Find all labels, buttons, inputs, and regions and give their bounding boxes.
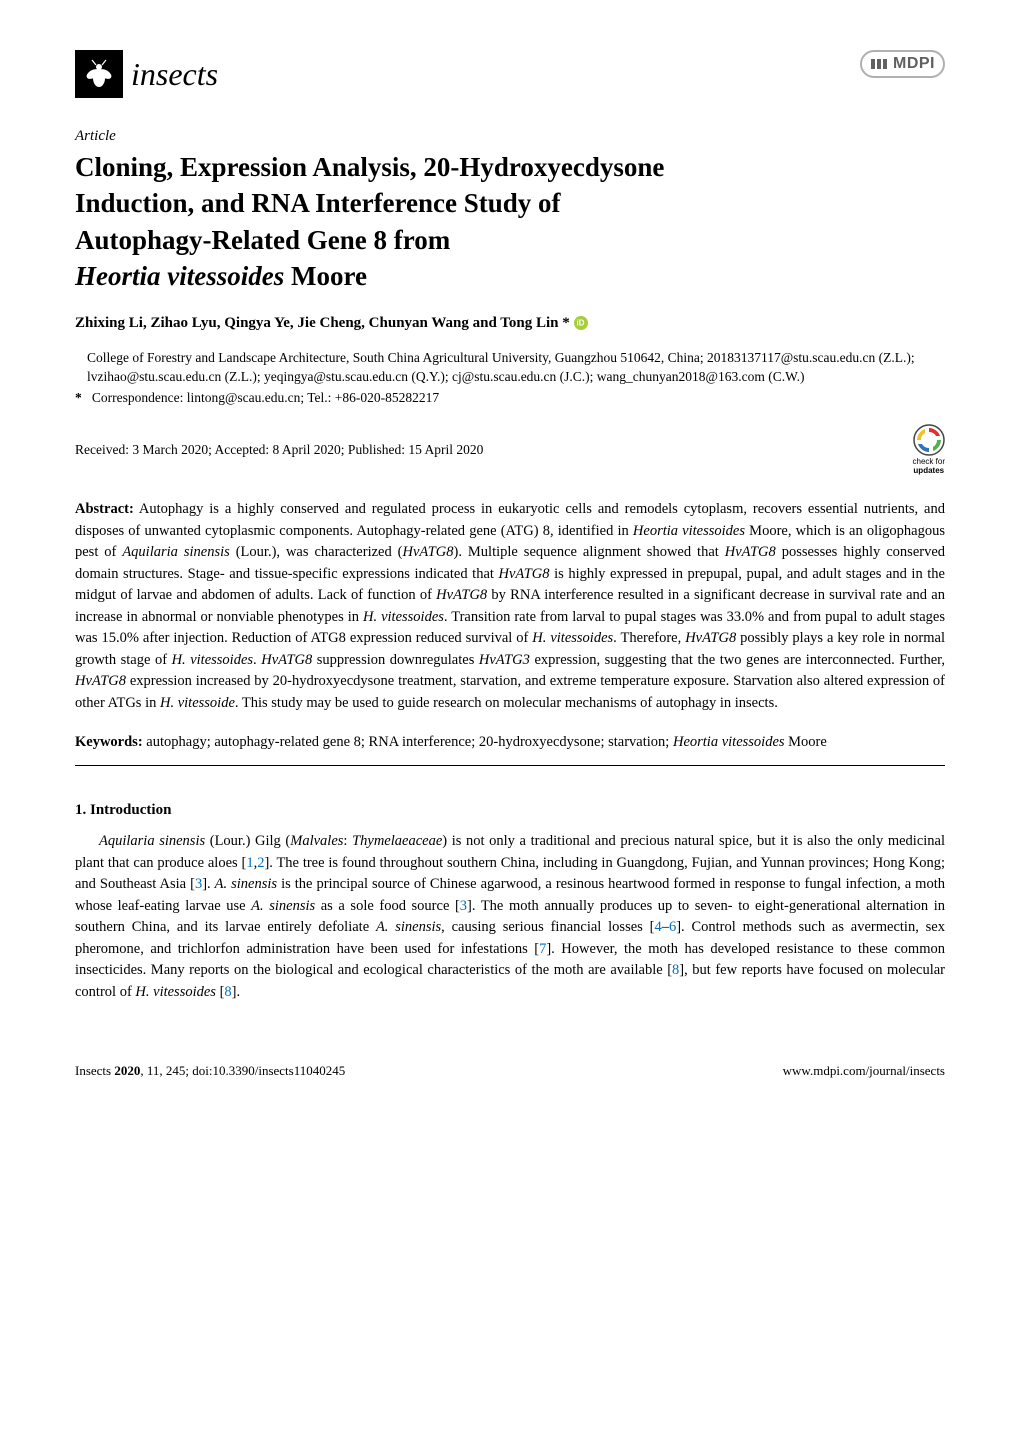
title-line-4-rest: Moore [284, 261, 367, 291]
header-row: insects MDPI [75, 50, 945, 98]
journal-name: insects [131, 56, 218, 93]
article-title: Cloning, Expression Analysis, 20-Hydroxy… [75, 149, 945, 295]
keywords-block: Keywords: autophagy; autophagy-related g… [75, 732, 945, 753]
keywords-body: autophagy; autophagy-related gene 8; RNA… [146, 734, 827, 750]
journal-logo: insects [75, 50, 218, 98]
correspondence-star: * [75, 390, 82, 405]
footer-right: www.mdpi.com/journal/insects [783, 1063, 945, 1079]
insect-icon [75, 50, 123, 98]
correspondence-line: * Correspondence: lintong@scau.edu.cn; T… [75, 390, 945, 406]
mdpi-logo: MDPI [860, 50, 945, 78]
updates-badge[interactable]: check for updates [913, 424, 945, 476]
section-divider [75, 765, 945, 766]
updates-text-1: check for [913, 457, 945, 466]
keywords-label: Keywords: [75, 734, 143, 750]
abstract-body: Autophagy is a highly conserved and regu… [75, 501, 945, 710]
mdpi-text: MDPI [893, 55, 935, 73]
title-line-1: Cloning, Expression Analysis, 20-Hydroxy… [75, 152, 664, 182]
intro-paragraph: Aquilaria sinensis (Lour.) Gilg (Malvale… [75, 831, 945, 1003]
abstract-label: Abstract: [75, 501, 134, 517]
orcid-icon[interactable] [574, 316, 588, 330]
affiliation-block: College of Forestry and Landscape Archit… [75, 348, 945, 387]
updates-text: check for updates [913, 458, 945, 476]
title-line-2: Induction, and RNA Interference Study of [75, 188, 561, 218]
received-dates: Received: 3 March 2020; Accepted: 8 Apri… [75, 442, 483, 458]
authors-text: Zhixing Li, Zihao Lyu, Qingya Ye, Jie Ch… [75, 315, 570, 331]
article-type: Article [75, 128, 945, 145]
correspondence-text: Correspondence: lintong@scau.edu.cn; Tel… [92, 390, 439, 405]
dates-row: Received: 3 March 2020; Accepted: 8 Apri… [75, 424, 945, 476]
title-line-3: Autophagy-Related Gene 8 from [75, 225, 450, 255]
abstract-block: Abstract: Autophagy is a highly conserve… [75, 499, 945, 714]
title-line-4-italic: Heortia vitessoides [75, 261, 284, 291]
updates-text-2: updates [913, 466, 944, 475]
footer-left: Insects 2020, 11, 245; doi:10.3390/insec… [75, 1063, 345, 1079]
footer-row: Insects 2020, 11, 245; doi:10.3390/insec… [75, 1063, 945, 1079]
footer-link[interactable]: www.mdpi.com/journal/insects [783, 1063, 945, 1078]
authors-line: Zhixing Li, Zihao Lyu, Qingya Ye, Jie Ch… [75, 315, 945, 332]
mdpi-icon [870, 55, 888, 73]
check-updates-icon [913, 424, 945, 456]
section-heading: 1. Introduction [75, 802, 945, 819]
